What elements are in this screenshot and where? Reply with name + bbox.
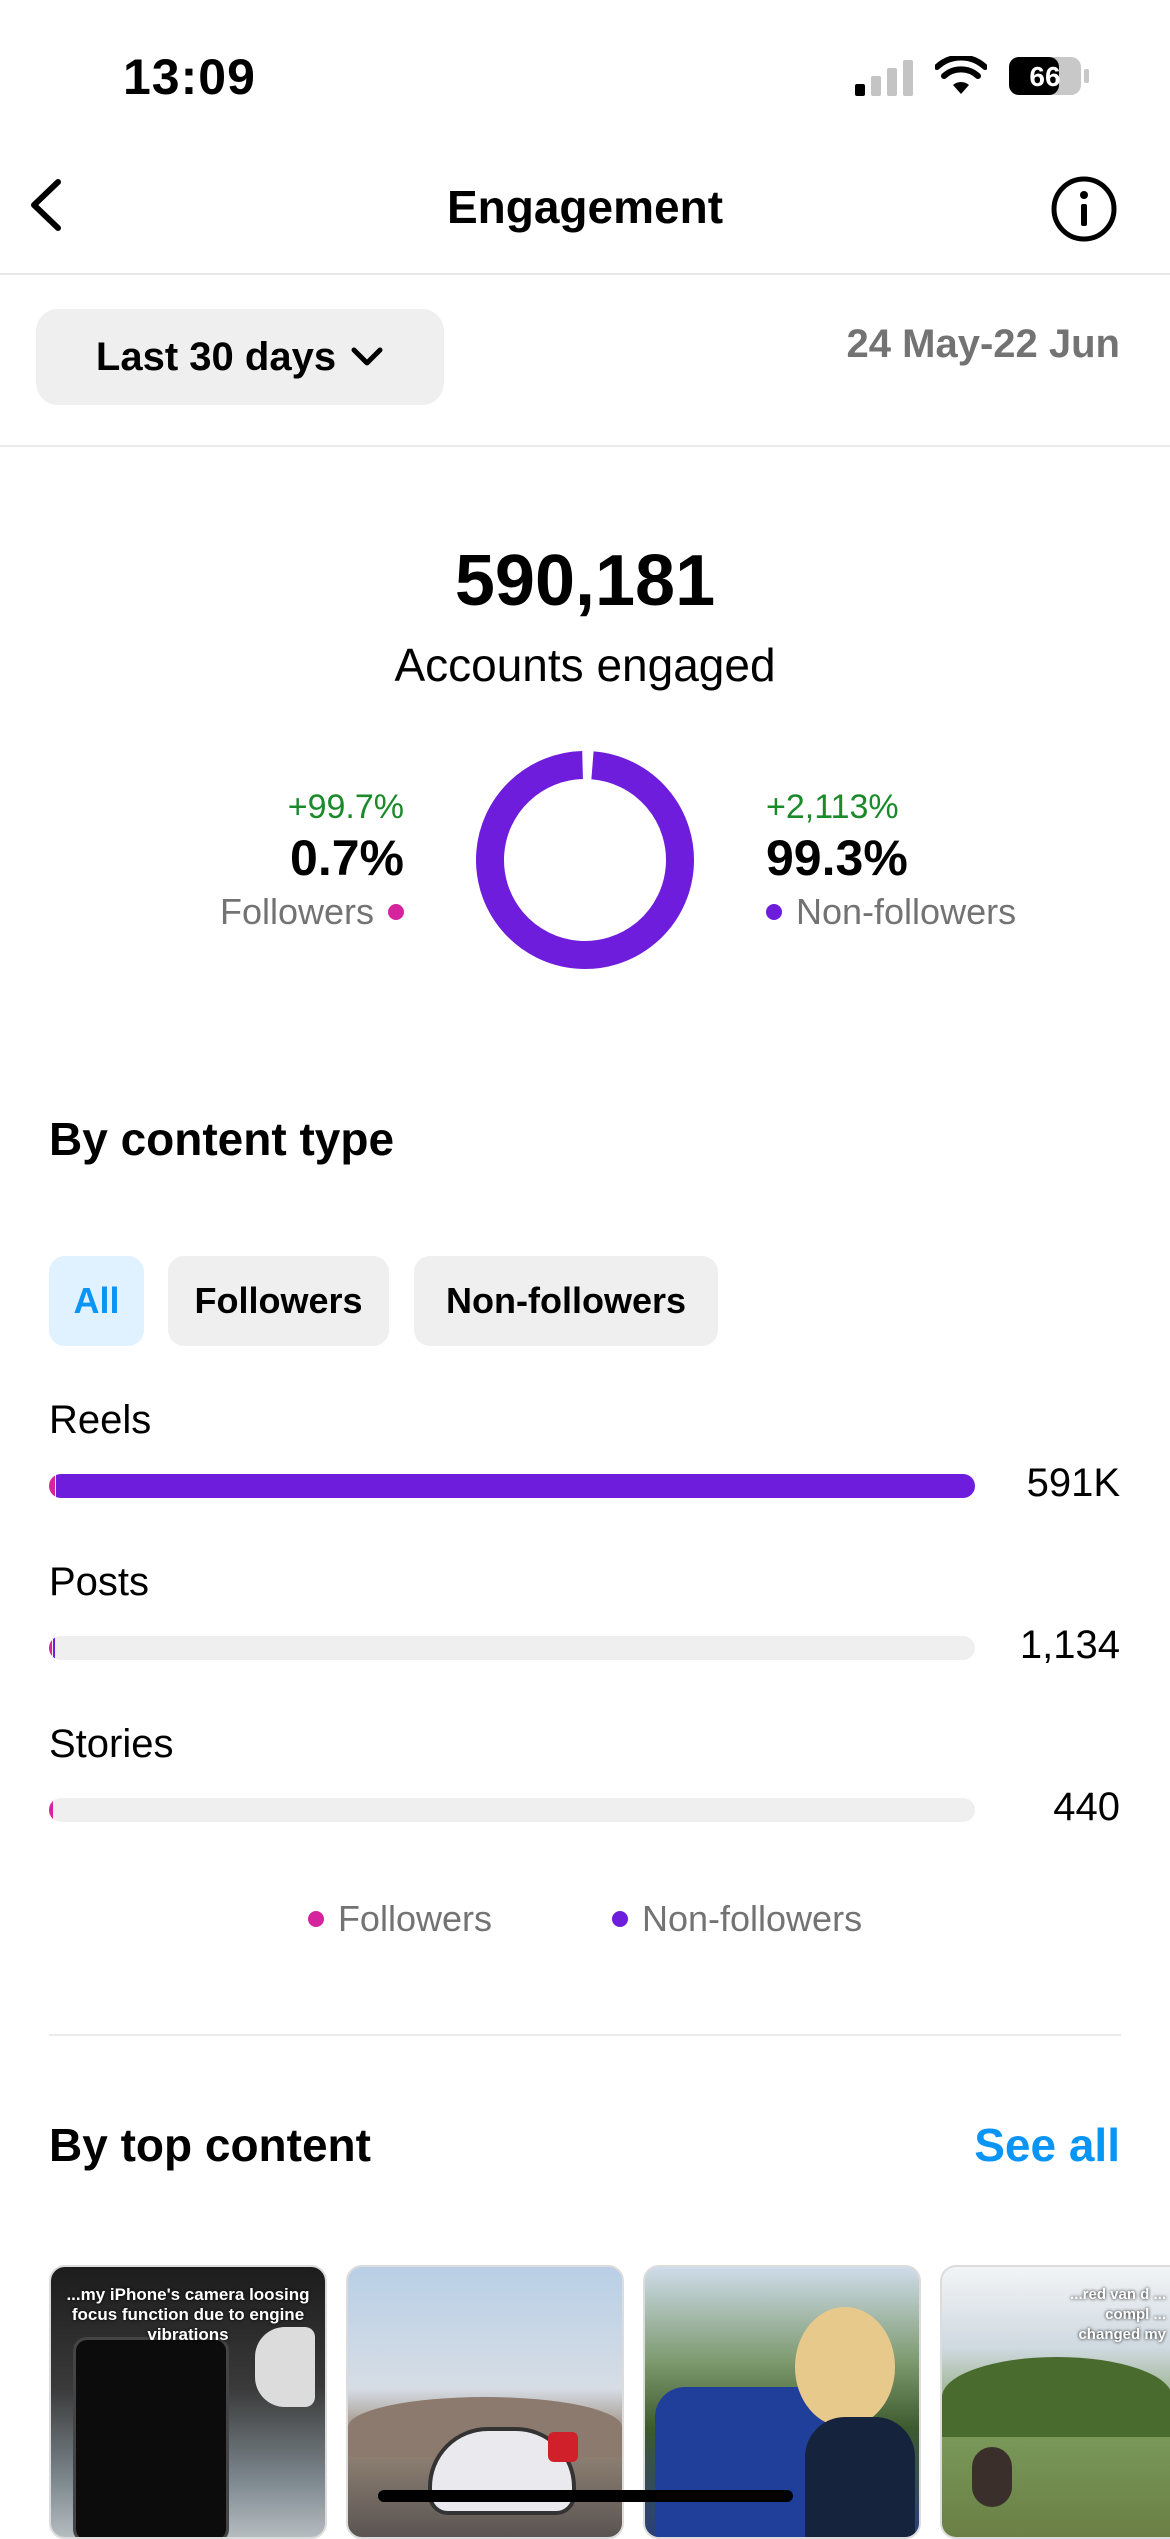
accounts-engaged-count: 590,181 (454, 541, 716, 621)
non-followers-change: +2,113% (766, 788, 899, 826)
bar-value-stories: 440 (1053, 1785, 1120, 1829)
content-type-title: By content type (49, 1113, 395, 1165)
non-followers-dot (766, 904, 782, 920)
legend-non-followers-dot (611, 1911, 628, 1927)
date-range-dropdown[interactable]: Last 30 days (36, 309, 444, 405)
home-indicator[interactable] (378, 2490, 793, 2502)
content-type-legend: Followers Non-followers (0, 1898, 1170, 1940)
bar-reels (49, 1474, 975, 1498)
bar-label-posts: Posts (49, 1560, 150, 1604)
donut-slice-followers (476, 751, 694, 969)
followers-label: Followers (219, 891, 374, 932)
thumb-reel-outdoor[interactable]: ...red van d ... compl ... changed my (940, 2265, 1170, 2539)
wifi-icon (935, 56, 987, 94)
bar-label-reels: Reels (49, 1398, 152, 1442)
bar-label-stories: Stories (49, 1722, 174, 1766)
bar-posts (49, 1636, 975, 1660)
info-icon[interactable] (1049, 174, 1119, 244)
bar-value-posts: 1,134 (1019, 1623, 1120, 1667)
bar-segment-non-followers (56, 1474, 975, 1498)
bar-segment-non-followers (52, 1636, 55, 1660)
thumb-caption: ...red van d ... compl ... changed my (1070, 2286, 1166, 2343)
non-followers-label: Non-followers (796, 891, 1017, 932)
section-divider (49, 2034, 1121, 2036)
thumb-caption: ...my iPhone's camera loosing focus func… (66, 2285, 310, 2344)
tab-all[interactable]: All (49, 1256, 144, 1346)
bar-segment-followers (49, 1474, 56, 1498)
tab-followers[interactable]: Followers (168, 1256, 389, 1346)
bar-stories (49, 1798, 975, 1822)
legend-followers-label: Followers (337, 1898, 492, 1939)
range-divider (0, 445, 1170, 447)
bar-segment-followers (49, 1798, 53, 1822)
cellular-signal-icon (855, 60, 913, 96)
legend-followers-dot (307, 1911, 324, 1927)
legend-non-followers-label: Non-followers (641, 1898, 863, 1939)
thumb-reel-camera[interactable]: ...my iPhone's camera loosing focus func… (49, 2265, 327, 2539)
header-divider (0, 273, 1170, 275)
bar-value-reels: 591K (1026, 1461, 1120, 1505)
engagement-donut-chart (476, 751, 694, 969)
date-range-text: 24 May-22 Jun (846, 322, 1120, 366)
status-time: 13:09 (123, 49, 256, 105)
page-title: Engagement (446, 181, 724, 233)
bar-segment-followers (49, 1636, 52, 1660)
battery-level: 66 (1029, 61, 1060, 92)
back-icon[interactable] (18, 170, 78, 240)
battery-icon: 66 (1009, 57, 1089, 95)
non-followers-percent: 99.3% (766, 830, 908, 886)
followers-stats: +99.7% 0.7% Followers (220, 788, 404, 933)
top-content-title: By top content (49, 2119, 371, 2171)
followers-dot (388, 904, 404, 920)
date-range-label: Last 30 days (95, 334, 337, 379)
accounts-engaged-caption: Accounts engaged (394, 639, 776, 691)
followers-change: +99.7% (287, 788, 404, 826)
tab-non-followers[interactable]: Non-followers (414, 1256, 718, 1346)
see-all-link[interactable]: See all (974, 2119, 1120, 2171)
non-followers-stats: +2,113% 99.3% Non-followers (766, 788, 1016, 933)
donut-slice-non-followers (476, 751, 694, 969)
followers-percent: 0.7% (290, 830, 404, 886)
chevron-down-icon (351, 347, 383, 366)
